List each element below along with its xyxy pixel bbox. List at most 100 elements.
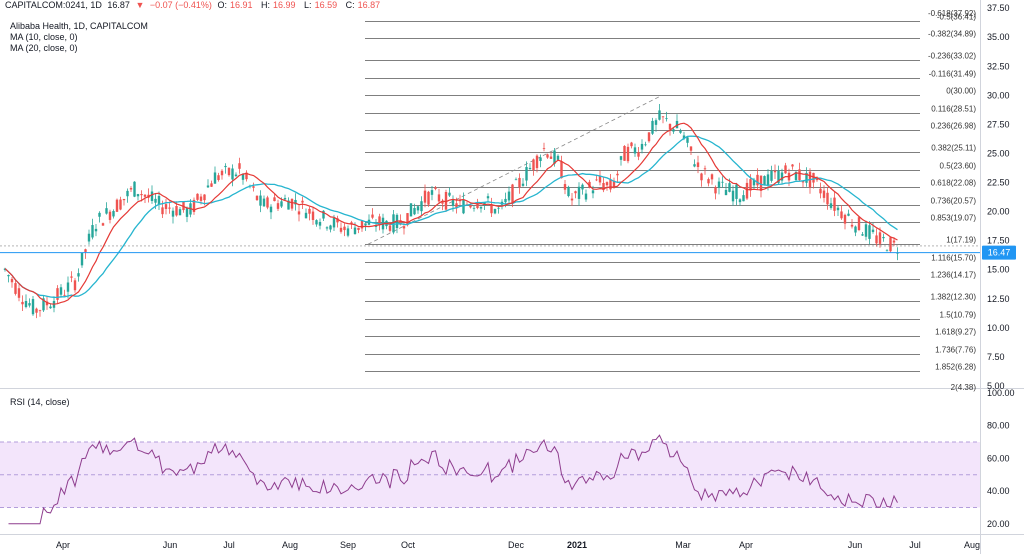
candle-body bbox=[444, 191, 448, 210]
candle-body bbox=[780, 172, 784, 181]
candle-body bbox=[255, 195, 259, 201]
candle-body bbox=[829, 203, 833, 208]
fib-level-label: 0.853(19.07) bbox=[931, 214, 977, 223]
candle-body bbox=[693, 164, 696, 167]
open-value: O: 16.91 bbox=[217, 0, 253, 10]
candle-body bbox=[59, 287, 63, 295]
candle-body bbox=[252, 186, 255, 188]
fib-level-label: 1.382(12.30) bbox=[931, 293, 977, 302]
time-tick-label: Jul bbox=[909, 540, 921, 550]
price-tick-label: 32.50 bbox=[987, 61, 1010, 71]
candle-body bbox=[742, 195, 745, 202]
candle-body bbox=[133, 181, 136, 197]
candle-body bbox=[521, 183, 525, 186]
candle-body bbox=[378, 216, 381, 225]
candle-body bbox=[210, 183, 213, 187]
candle-body bbox=[217, 175, 220, 181]
candle-body bbox=[434, 187, 437, 189]
candle-body bbox=[45, 301, 49, 306]
candle-body bbox=[577, 186, 581, 199]
candle-body bbox=[21, 301, 24, 305]
candle-body bbox=[371, 214, 374, 218]
candle-body bbox=[630, 142, 633, 147]
candle-body bbox=[14, 283, 17, 294]
time-tick-label: Aug bbox=[964, 540, 980, 550]
candle-body bbox=[567, 186, 570, 197]
candle-body bbox=[357, 227, 360, 230]
candle-body bbox=[269, 206, 273, 213]
candle-body bbox=[150, 191, 154, 201]
candle-body bbox=[192, 199, 196, 213]
candle-body bbox=[479, 206, 483, 209]
candle-body bbox=[227, 167, 231, 176]
candle-body bbox=[595, 179, 598, 181]
fib-trend-line bbox=[367, 94, 663, 245]
fib-level-label: 1.5(10.79) bbox=[940, 311, 977, 320]
candle-body bbox=[259, 195, 262, 206]
candle-body bbox=[819, 188, 822, 194]
candle-body bbox=[199, 196, 203, 201]
candle-body bbox=[234, 174, 238, 177]
candle-body bbox=[332, 218, 336, 228]
ma20-legend[interactable]: MA (20, close, 0) bbox=[10, 43, 78, 53]
candle-body bbox=[168, 207, 171, 209]
price-tick-label: 5.00 bbox=[987, 381, 1005, 391]
candle-body bbox=[290, 198, 294, 209]
candle-body bbox=[623, 145, 626, 161]
candle-body bbox=[238, 163, 241, 169]
time-tick-label: Aug bbox=[282, 540, 298, 550]
candle-body bbox=[689, 146, 693, 151]
current-price-label: 16.47 bbox=[988, 248, 1011, 258]
candle-body bbox=[304, 212, 308, 219]
candle-body bbox=[672, 129, 675, 132]
candle-body bbox=[826, 192, 829, 205]
candle-body bbox=[850, 224, 854, 227]
close-value: C: 16.87 bbox=[345, 0, 381, 10]
price-tick-label: 12.50 bbox=[987, 294, 1010, 304]
candle-body bbox=[171, 210, 175, 217]
price-tick-label: 15.00 bbox=[987, 265, 1010, 275]
time-tick-label: 2021 bbox=[567, 540, 587, 550]
candle-body bbox=[17, 288, 21, 298]
candle-body bbox=[70, 276, 73, 278]
candle-body bbox=[570, 198, 574, 201]
rsi-legend[interactable]: RSI (14, close) bbox=[10, 397, 70, 407]
candle-body bbox=[108, 211, 112, 220]
fib-level-label: 0.736(20.57) bbox=[931, 197, 977, 206]
candle-body bbox=[854, 226, 857, 233]
candle-body bbox=[157, 195, 161, 205]
low-value: L: 16.59 bbox=[304, 0, 338, 10]
price-change: −0.07 (−0.41%) bbox=[149, 0, 212, 10]
candle-body bbox=[329, 225, 332, 230]
candle-body bbox=[56, 288, 59, 300]
candle-body bbox=[619, 156, 623, 160]
ma10-legend[interactable]: MA (10, close, 0) bbox=[10, 32, 78, 42]
candle-body bbox=[346, 228, 350, 236]
candle-body bbox=[84, 249, 87, 252]
fib-level-label: -0.382(34.89) bbox=[928, 30, 976, 39]
current-price-badge bbox=[982, 245, 1016, 260]
candle-body bbox=[283, 198, 287, 200]
candle-body bbox=[441, 201, 444, 204]
candle-body bbox=[588, 181, 591, 188]
candle-body bbox=[731, 190, 735, 202]
time-tick-label: Mar bbox=[675, 540, 691, 550]
candle-body bbox=[794, 171, 798, 181]
candle-body bbox=[77, 273, 80, 277]
candle-body bbox=[507, 191, 511, 201]
candle-body bbox=[294, 200, 297, 205]
candle-body bbox=[42, 298, 45, 311]
time-tick-label: Apr bbox=[56, 540, 70, 550]
candle-body bbox=[24, 301, 28, 308]
candle-body bbox=[833, 197, 836, 211]
candle-body bbox=[892, 240, 896, 243]
fib-level-label: -0.236(33.02) bbox=[928, 52, 976, 61]
candle-body bbox=[546, 154, 549, 158]
candle-body bbox=[245, 172, 248, 180]
candle-body bbox=[885, 250, 889, 252]
price-tick-label: 25.00 bbox=[987, 148, 1010, 158]
candle-body bbox=[822, 190, 826, 198]
candle-body bbox=[640, 143, 644, 150]
candle-body bbox=[493, 209, 497, 214]
